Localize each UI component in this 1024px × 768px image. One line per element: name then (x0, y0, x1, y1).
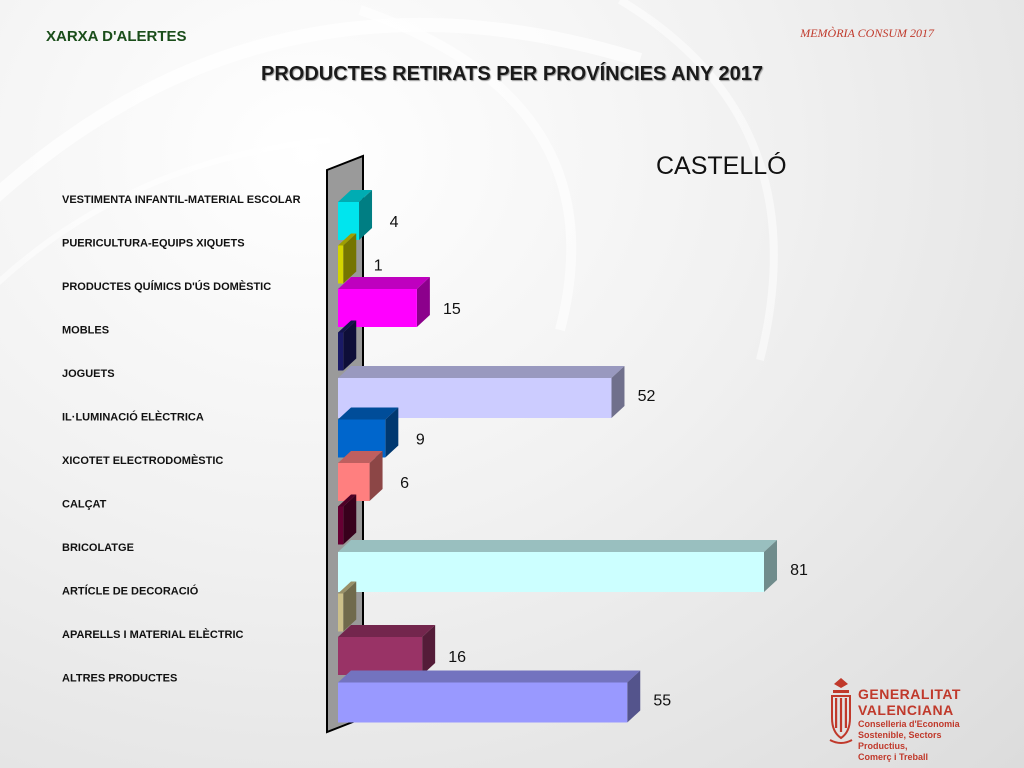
logo-department-line1: Conselleria d'Economia (858, 719, 960, 729)
coat-of-arms-icon (829, 678, 853, 744)
bar-top-face (338, 581, 357, 594)
value-label: 55 (653, 693, 671, 710)
value-label: 16 (448, 649, 466, 666)
bar-0 (338, 190, 373, 240)
bar-1 (338, 233, 357, 284)
category-label: ALTRES PRODUCTES (62, 673, 177, 685)
logo-department-line3: Comerç i Treball (858, 752, 929, 762)
category-label: ARTÍCLE DE DECORACIÓ (62, 585, 199, 598)
network-name: XARXA D'ALERTES (46, 28, 187, 45)
bar-9 (338, 581, 357, 632)
category-label: XICOTET ELECTRODOMÈSTIC (62, 454, 223, 467)
bar-side-face (343, 233, 357, 284)
bar-side-face (422, 625, 436, 675)
category-label: VESTIMENTA INFANTIL-MATERIAL ESCOLAR (62, 194, 301, 206)
bar-front-face (338, 332, 344, 371)
logo-department: Conselleria d'Economia Sostenible, Secto… (858, 719, 988, 763)
bar-side-face (416, 277, 430, 327)
bar-3 (338, 320, 357, 371)
bar-top-face (338, 320, 357, 333)
bar-side-face (764, 540, 777, 592)
bar-top-face (338, 366, 625, 378)
bar-top-face (338, 625, 436, 637)
bar-front-face (338, 682, 628, 723)
bar-6 (338, 451, 383, 501)
value-label: 4 (390, 214, 399, 231)
logo-department-line2: Sostenible, Sectors Productius, (858, 730, 942, 751)
value-label: 1 (374, 258, 383, 275)
bar-top-face (338, 451, 383, 463)
category-label: PRODUCTES QUÍMICS D'ÚS DOMÈSTIC (62, 280, 271, 293)
bar-front-face (338, 552, 764, 592)
value-label: 81 (790, 562, 808, 579)
bar-top-face (338, 233, 357, 246)
value-label: 52 (638, 388, 656, 405)
chart-title: PRODUCTES RETIRATS PER PROVÍNCIES ANY 20… (261, 63, 763, 85)
category-label: APARELLS I MATERIAL ELÈCTRIC (62, 628, 244, 641)
bar-top-face (338, 277, 430, 289)
bar-top-face (338, 494, 357, 507)
generalitat-logo: GENERALITAT VALENCIANA Conselleria d'Eco… (828, 676, 988, 762)
bar-top-face (338, 407, 399, 420)
bar-front-face (338, 202, 360, 240)
chart-subtitle: CASTELLÓ (656, 152, 787, 180)
bar-top-face (338, 670, 641, 683)
category-label: IL·LUMINACIÓ ELÈCTRICA (62, 411, 204, 424)
category-label: CALÇAT (62, 499, 107, 511)
category-label: PUERICULTURA-EQUIPS XIQUETS (62, 238, 245, 250)
value-label: 9 (416, 432, 425, 449)
category-label: BRICOLATGE (62, 542, 134, 554)
bar-front-face (338, 506, 344, 545)
bar-11 (338, 670, 641, 723)
logo-name-line1: GENERALITAT (858, 686, 961, 702)
bar-5 (338, 407, 399, 458)
value-label: 6 (400, 475, 409, 492)
bar-top-face (338, 540, 777, 552)
bar-top-face (338, 190, 373, 202)
category-label: MOBLES (62, 325, 109, 337)
value-label: 15 (443, 301, 461, 318)
value-labels: 4 1 15 52 9 6 81 16 55 (374, 214, 808, 710)
logo-name-line2: VALENCIANA (858, 702, 954, 718)
bar-front-face (338, 593, 344, 632)
bar-side-face (385, 407, 399, 458)
bar-front-face (338, 245, 344, 284)
bar-10 (338, 625, 436, 675)
bar-2 (338, 277, 430, 327)
bar-side-face (343, 320, 357, 371)
bar-side-face (343, 581, 357, 632)
bar-8 (338, 540, 777, 592)
bar-front-face (338, 637, 423, 675)
bar-7 (338, 494, 357, 545)
bar-side-face (627, 670, 641, 723)
logo-name: GENERALITAT VALENCIANA (858, 686, 961, 718)
bar-side-face (369, 451, 383, 501)
bar-front-face (338, 289, 417, 327)
bar-side-face (343, 494, 357, 545)
bar-side-face (611, 366, 625, 418)
chart-bars (338, 190, 777, 723)
report-name: MEMÒRIA CONSUM 2017 (800, 26, 934, 40)
category-label: JOGUETS (62, 368, 115, 380)
bar-side-face (359, 190, 373, 240)
category-labels: VESTIMENTA INFANTIL-MATERIAL ESCOLAR PUER… (62, 194, 301, 685)
